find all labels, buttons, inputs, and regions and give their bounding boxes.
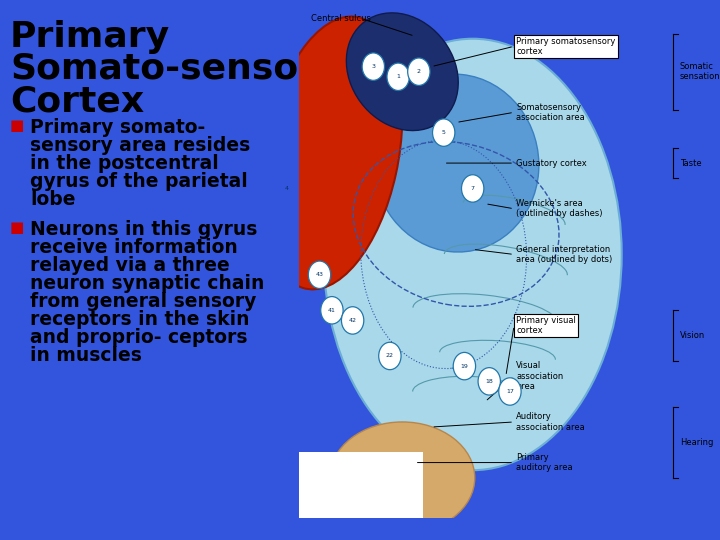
Text: Neurons in this gyrus: Neurons in this gyrus xyxy=(30,220,257,239)
Text: Visual
association
area: Visual association area xyxy=(516,361,563,391)
Ellipse shape xyxy=(374,74,539,252)
Text: 42: 42 xyxy=(348,318,356,323)
Text: and proprio- ceptors: and proprio- ceptors xyxy=(30,328,248,347)
Text: 2: 2 xyxy=(417,69,421,74)
Ellipse shape xyxy=(324,39,622,470)
Text: Primary somato-: Primary somato- xyxy=(30,118,205,137)
Text: Gustatory cortex: Gustatory cortex xyxy=(516,159,587,167)
Text: Primary visual
cortex: Primary visual cortex xyxy=(516,316,576,335)
Text: 22: 22 xyxy=(386,354,394,359)
Text: Primary somatosensory
cortex: Primary somatosensory cortex xyxy=(516,37,616,56)
Text: neuron synaptic chain: neuron synaptic chain xyxy=(30,274,264,293)
Circle shape xyxy=(308,261,330,288)
Text: Somatosensory
association area: Somatosensory association area xyxy=(516,103,585,122)
Circle shape xyxy=(499,378,521,405)
Text: receptors in the skin: receptors in the skin xyxy=(30,310,250,329)
Text: 43: 43 xyxy=(315,272,323,277)
Circle shape xyxy=(341,307,364,334)
Text: 41: 41 xyxy=(328,308,336,313)
Text: 7: 7 xyxy=(471,186,474,191)
Text: gyrus of the parietal: gyrus of the parietal xyxy=(30,172,248,191)
Text: 17: 17 xyxy=(506,389,514,394)
Text: receive information: receive information xyxy=(30,238,238,257)
Text: ■: ■ xyxy=(10,220,24,235)
Text: 3: 3 xyxy=(372,64,375,69)
Text: relayed via a three: relayed via a three xyxy=(30,256,230,275)
Text: ■: ■ xyxy=(10,118,24,133)
Text: Primary
auditory area: Primary auditory area xyxy=(516,453,573,472)
Text: Hearing: Hearing xyxy=(680,438,713,447)
Text: sensory area resides: sensory area resides xyxy=(30,136,251,155)
Text: 1: 1 xyxy=(396,75,400,79)
Text: 4: 4 xyxy=(284,186,289,191)
Ellipse shape xyxy=(261,16,402,289)
Circle shape xyxy=(362,53,384,80)
Circle shape xyxy=(433,119,455,146)
Text: Taste: Taste xyxy=(680,159,701,167)
Ellipse shape xyxy=(330,422,474,534)
Text: 18: 18 xyxy=(485,379,493,384)
Text: 19: 19 xyxy=(461,363,468,369)
Circle shape xyxy=(462,175,484,202)
Text: Somatic
sensation: Somatic sensation xyxy=(680,62,720,82)
Text: Central sulcus: Central sulcus xyxy=(311,14,371,23)
Circle shape xyxy=(387,63,410,91)
Circle shape xyxy=(275,175,297,202)
Circle shape xyxy=(408,58,430,85)
Text: Wernicke's area
(outlined by dashes): Wernicke's area (outlined by dashes) xyxy=(516,199,603,219)
Circle shape xyxy=(379,342,401,370)
Text: 5: 5 xyxy=(442,130,446,135)
Text: Cortex: Cortex xyxy=(10,84,144,118)
Text: Primary: Primary xyxy=(10,20,170,54)
Text: lobe: lobe xyxy=(30,190,76,209)
Text: from general sensory: from general sensory xyxy=(30,292,256,311)
Circle shape xyxy=(478,368,500,395)
Ellipse shape xyxy=(346,13,458,131)
Text: Auditory
association area: Auditory association area xyxy=(516,412,585,431)
Text: General interpretation
area (outlined by dots): General interpretation area (outlined by… xyxy=(516,245,613,264)
Text: in the postcentral: in the postcentral xyxy=(30,154,219,173)
FancyBboxPatch shape xyxy=(278,453,423,540)
Text: Vision: Vision xyxy=(680,331,705,340)
Text: Somato-sensory: Somato-sensory xyxy=(10,52,340,86)
Circle shape xyxy=(320,296,343,324)
Text: in muscles: in muscles xyxy=(30,346,142,365)
Circle shape xyxy=(453,353,476,380)
